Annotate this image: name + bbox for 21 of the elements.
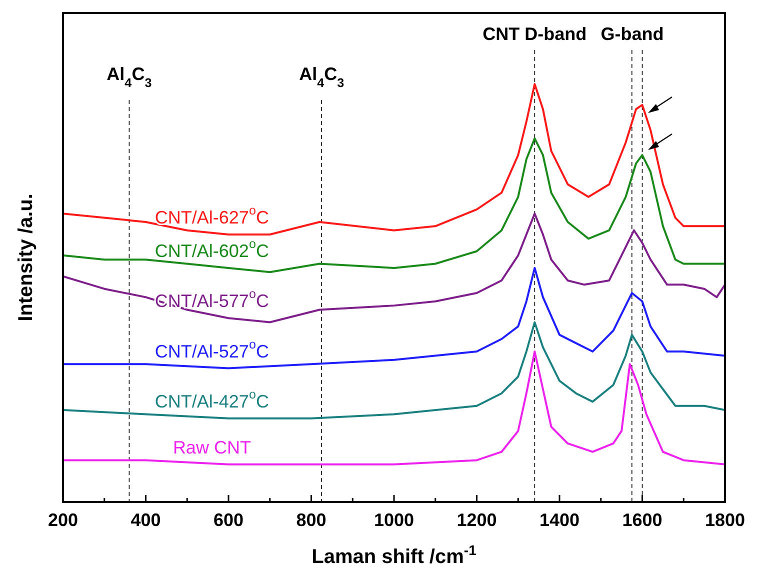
series-label: CNT/Al-602$^{o}$C <box>154 237 269 261</box>
ref-line-label: G-band <box>600 24 664 44</box>
series-label: CNT/Al-527$^{o}$C <box>154 338 269 362</box>
ref-line-label: CNT D-band <box>482 24 587 44</box>
y-axis-title: Intensity /a.u. <box>15 194 37 322</box>
x-tick-label: 1200 <box>456 510 497 530</box>
ref-line-label: Al$_{4}$C$_{3}$ <box>106 64 152 90</box>
x-tick-label: 600 <box>213 510 244 530</box>
x-tick-label: 200 <box>48 510 78 530</box>
series-label: CNT/Al-427$^{o}$C <box>154 388 269 412</box>
x-tick-label: 1000 <box>374 510 414 530</box>
ref-line-label: Al$_{4}$C$_{3}$ <box>299 64 344 90</box>
x-tick-label: 800 <box>296 510 326 530</box>
x-tick-label: 1600 <box>622 510 662 530</box>
series-label: Raw CNT <box>172 437 251 458</box>
x-axis-title: Laman shift /cm$^{-1}$ <box>312 542 477 568</box>
x-tick-label: 1800 <box>704 510 746 530</box>
x-tick-label: 400 <box>130 510 161 530</box>
series-label: CNT/Al-577$^{o}$C <box>154 287 269 311</box>
series-label: CNT/Al-627$^{o}$C <box>154 204 269 228</box>
x-tick-label: 1400 <box>539 510 580 530</box>
